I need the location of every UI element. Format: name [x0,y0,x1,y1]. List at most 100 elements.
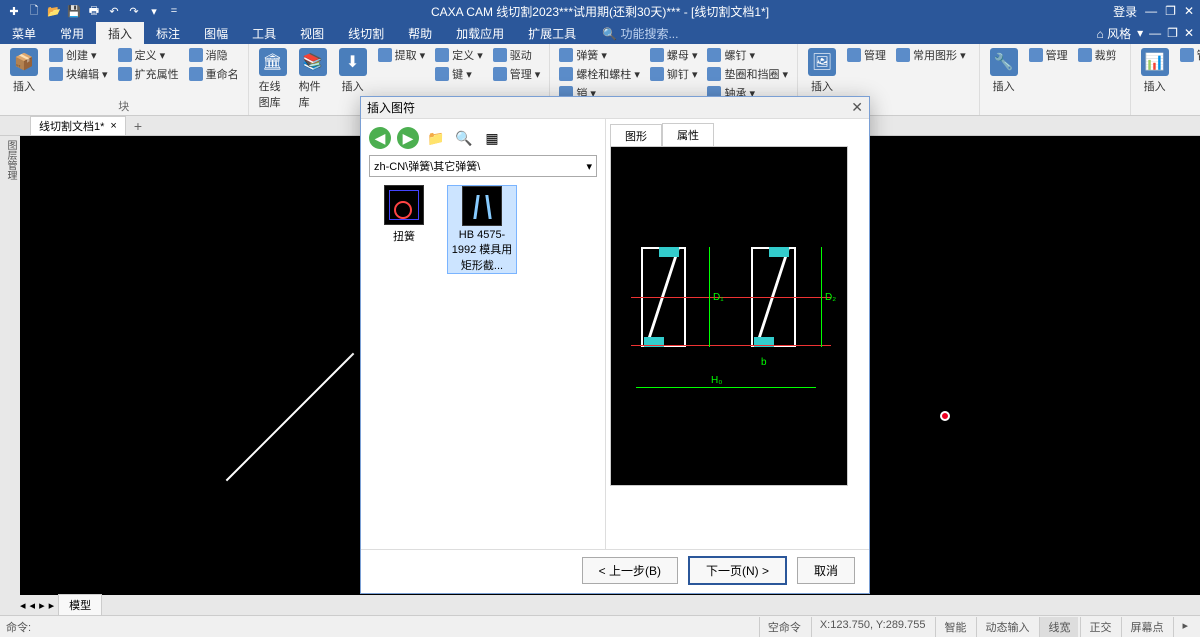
preview-tabs: 图形 属性 [610,123,865,147]
cancel-button[interactable]: 取消 [797,557,855,584]
status-right: 空命令 X:123.750, Y:289.755 智能动态输入线宽正交屏幕点 ▸ [759,617,1200,637]
document-tab[interactable]: 线切割文档1* × [30,116,126,135]
undo-icon[interactable]: ↶ [106,3,122,19]
style-dropdown-icon[interactable]: ▾ [1137,26,1143,40]
ribbon-small-btn[interactable]: 重命名 [186,65,242,83]
ribbon-small-btn[interactable]: 垫圈和挡圈 ▾ [704,65,791,83]
status-toggle-屏幕点[interactable]: 屏幕点 [1121,617,1171,637]
next-button[interactable]: 下一页(N) > [688,556,787,585]
ribbon-small-btn[interactable]: 提取 ▾ [375,46,429,64]
tab-attributes[interactable]: 属性 [662,123,714,147]
ribbon-small-btn[interactable]: 管理 [1177,46,1200,64]
symbol-item-1[interactable]: HB 4575-1992 模具用矩形截... [447,185,517,274]
minimize-button[interactable]: — [1145,4,1157,18]
search-icon[interactable]: 🔍 [453,127,475,149]
status-coords: X:123.750, Y:289.755 [811,617,934,637]
forward-icon[interactable]: ▶ [397,127,419,149]
ribbon-big-插入[interactable]: 📦插入 [6,46,42,96]
ribbon-small-btn[interactable]: 常用图形 ▾ [893,46,969,64]
ribbon-small-btn[interactable]: 扩充属性 [115,65,182,83]
doc-close-button[interactable]: ✕ [1184,26,1194,40]
new-icon[interactable]: 🗋 [26,3,42,19]
scroll-last-icon[interactable]: ▸ [49,599,55,612]
new-tab-button[interactable]: + [126,118,150,134]
ribbon-big-插入[interactable]: 📊插入 [1137,46,1173,96]
status-toggle-智能[interactable]: 智能 [935,617,974,637]
ribbon-small-btn[interactable]: 驱动 [490,46,544,64]
origin-marker [940,411,950,421]
qat-dropdown-icon[interactable]: ▾ [146,3,162,19]
ribbon-small-btn[interactable]: 管理 ▾ [490,65,544,83]
app-icon[interactable]: ✚ [6,3,22,19]
insert-symbol-dialog: 插入图符 ✕ ◀▶📁🔍▦ zh-CN\弹簧\其它弹簧\ ▾ 扭簧HB 4575-… [360,96,870,594]
ribbon-small-btn[interactable]: 定义 ▾ [115,46,182,64]
ribbon-small-btn[interactable]: 键 ▾ [432,65,486,83]
menu-tab-0[interactable]: 菜单 [0,21,48,46]
dialog-close-button[interactable]: ✕ [851,99,863,116]
ribbon-big-插入[interactable]: ⬇插入 [335,46,371,96]
ribbon-small-btn[interactable]: 消隐 [186,46,242,64]
menu-tab-2[interactable]: 插入 [96,21,144,46]
function-search[interactable]: 🔍 功能搜索... [588,25,678,42]
status-toggle-正交[interactable]: 正交 [1080,617,1119,637]
ribbon-group-5: 📊插入管理调整 [1131,44,1200,115]
document-tab-close-icon[interactable]: × [110,120,116,132]
ribbon-big-插入[interactable]: 🔧插入 [986,46,1022,96]
login-link[interactable]: 登录 [1113,3,1137,20]
path-dropdown-icon[interactable]: ▾ [586,160,592,173]
eq-icon[interactable]: = [166,3,182,19]
ribbon-big-构件库[interactable]: 📚构件库 [295,46,331,112]
ribbon-small-btn[interactable]: 螺母 ▾ [647,46,701,64]
style-button[interactable]: ⌂ 风格 [1097,25,1132,42]
status-toggle-线宽[interactable]: 线宽 [1039,617,1078,637]
folder-icon[interactable]: 📁 [425,127,447,149]
redo-icon[interactable]: ↷ [126,3,142,19]
ribbon-small-btn[interactable]: 定义 ▾ [432,46,486,64]
print-icon[interactable]: 🖶 [86,3,102,19]
ribbon-small-btn[interactable]: 管理 [1026,46,1071,64]
ribbon-big-在线图库[interactable]: 🏛在线图库 [255,46,291,112]
menu-tab-6[interactable]: 视图 [288,21,336,46]
ribbon-small-btn[interactable]: 弹簧 ▾ [556,46,643,64]
doc-maximize-button[interactable]: ❐ [1167,26,1178,40]
scroll-prev-icon[interactable]: ◂ [30,599,36,612]
maximize-button[interactable]: ❐ [1165,4,1176,18]
menu-tab-8[interactable]: 帮助 [396,21,444,46]
path-input[interactable]: zh-CN\弹簧\其它弹簧\ ▾ [369,155,597,177]
ribbon-small-btn[interactable]: 块编辑 ▾ [46,65,111,83]
dialog-footer: < 上一步(B) 下一页(N) > 取消 [361,549,869,591]
save-icon[interactable]: 💾 [66,3,82,19]
symbol-item-0[interactable]: 扭簧 [369,185,439,274]
menu-tab-9[interactable]: 加载应用 [444,21,516,46]
scroll-next-icon[interactable]: ▸ [39,599,45,612]
menu-tab-5[interactable]: 工具 [240,21,288,46]
ribbon-big-插入[interactable]: 🖼插入 [804,46,840,96]
status-toggle-动态输入[interactable]: 动态输入 [976,617,1037,637]
menu-tab-7[interactable]: 线切割 [336,21,396,46]
ribbon-group-4: 🔧插入管理裁剪 [980,44,1131,115]
prev-button[interactable]: < 上一步(B) [582,557,678,584]
grid-view-icon[interactable]: ▦ [481,127,503,149]
doc-minimize-button[interactable]: — [1149,26,1161,40]
menu-tab-3[interactable]: 标注 [144,21,192,46]
ribbon-small-btn[interactable]: 螺栓和螺柱 ▾ [556,65,643,83]
left-tool-1[interactable]: 图层管理 [3,140,18,591]
model-tab[interactable]: 模型 [58,594,102,616]
back-icon[interactable]: ◀ [369,127,391,149]
dialog-left-panel: ◀ ▶ 📁 🔍 ▦ zh-CN\弹簧\其它弹簧\ ▾ 扭簧HB 4575-1992 模具… [361,119,606,549]
ribbon-small-btn[interactable]: 裁剪 [1075,46,1120,64]
ribbon-small-btn[interactable]: 创建 ▾ [46,46,111,64]
menu-tab-1[interactable]: 常用 [48,21,96,46]
tab-graphic[interactable]: 图形 [610,124,662,148]
menu-tab-4[interactable]: 图幅 [192,21,240,46]
ribbon-small-btn[interactable]: 螺钉 ▾ [704,46,791,64]
title-right: 登录 — ❐ ✕ [1113,3,1200,20]
ribbon-small-btn[interactable]: 铆钉 ▾ [647,65,701,83]
open-icon[interactable]: 📂 [46,3,62,19]
ribbon-small-btn[interactable]: 管理 [844,46,889,64]
menu-tab-10[interactable]: 扩展工具 [516,21,588,46]
symbol-items: 扭簧HB 4575-1992 模具用矩形截... [369,185,597,274]
status-more-icon[interactable]: ▸ [1173,617,1196,637]
scroll-first-icon[interactable]: ◂ [20,599,26,612]
close-button[interactable]: ✕ [1184,4,1194,18]
